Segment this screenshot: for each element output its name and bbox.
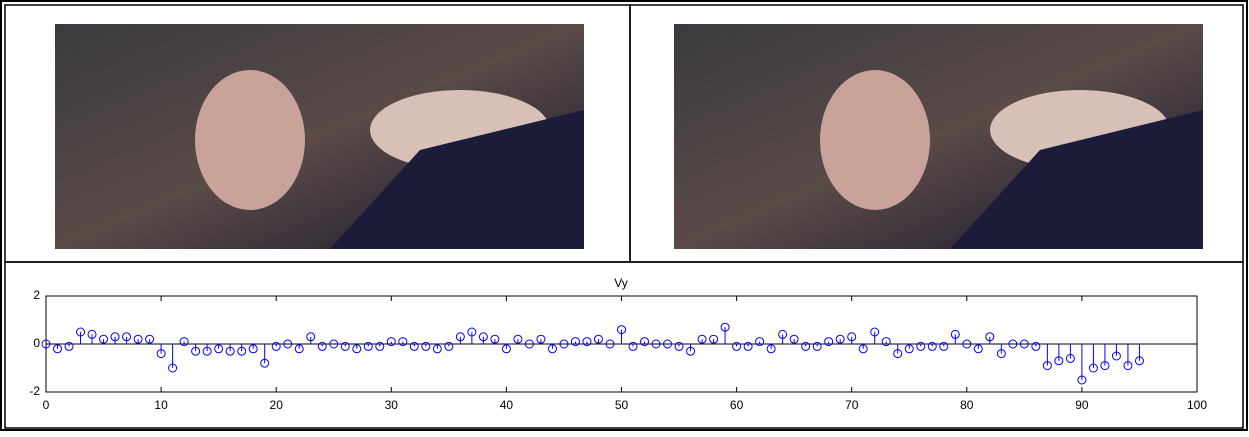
y-tick-label: 2 (33, 288, 40, 302)
x-tick-label: 30 (385, 398, 399, 412)
x-tick-label: 0 (43, 398, 50, 412)
y-tick-label: 0 (33, 336, 40, 350)
page: {"chart_data": {"type": "stem", "title":… (0, 0, 1249, 432)
photo-left (55, 24, 584, 249)
screenshot: Vy 0102030405060708090100-202 (0, 0, 1249, 432)
photo-right (674, 24, 1203, 249)
x-tick-label: 70 (845, 398, 859, 412)
y-tick-label: -2 (29, 384, 40, 398)
x-tick-label: 60 (730, 398, 744, 412)
x-tick-label: 90 (1075, 398, 1089, 412)
x-tick-label: 40 (500, 398, 514, 412)
x-tick-label: 20 (270, 398, 284, 412)
x-tick-label: 50 (615, 398, 629, 412)
x-tick-label: 100 (1187, 398, 1207, 412)
chart-title: Vy (614, 276, 628, 290)
x-tick-label: 10 (154, 398, 168, 412)
x-tick-label: 80 (960, 398, 974, 412)
